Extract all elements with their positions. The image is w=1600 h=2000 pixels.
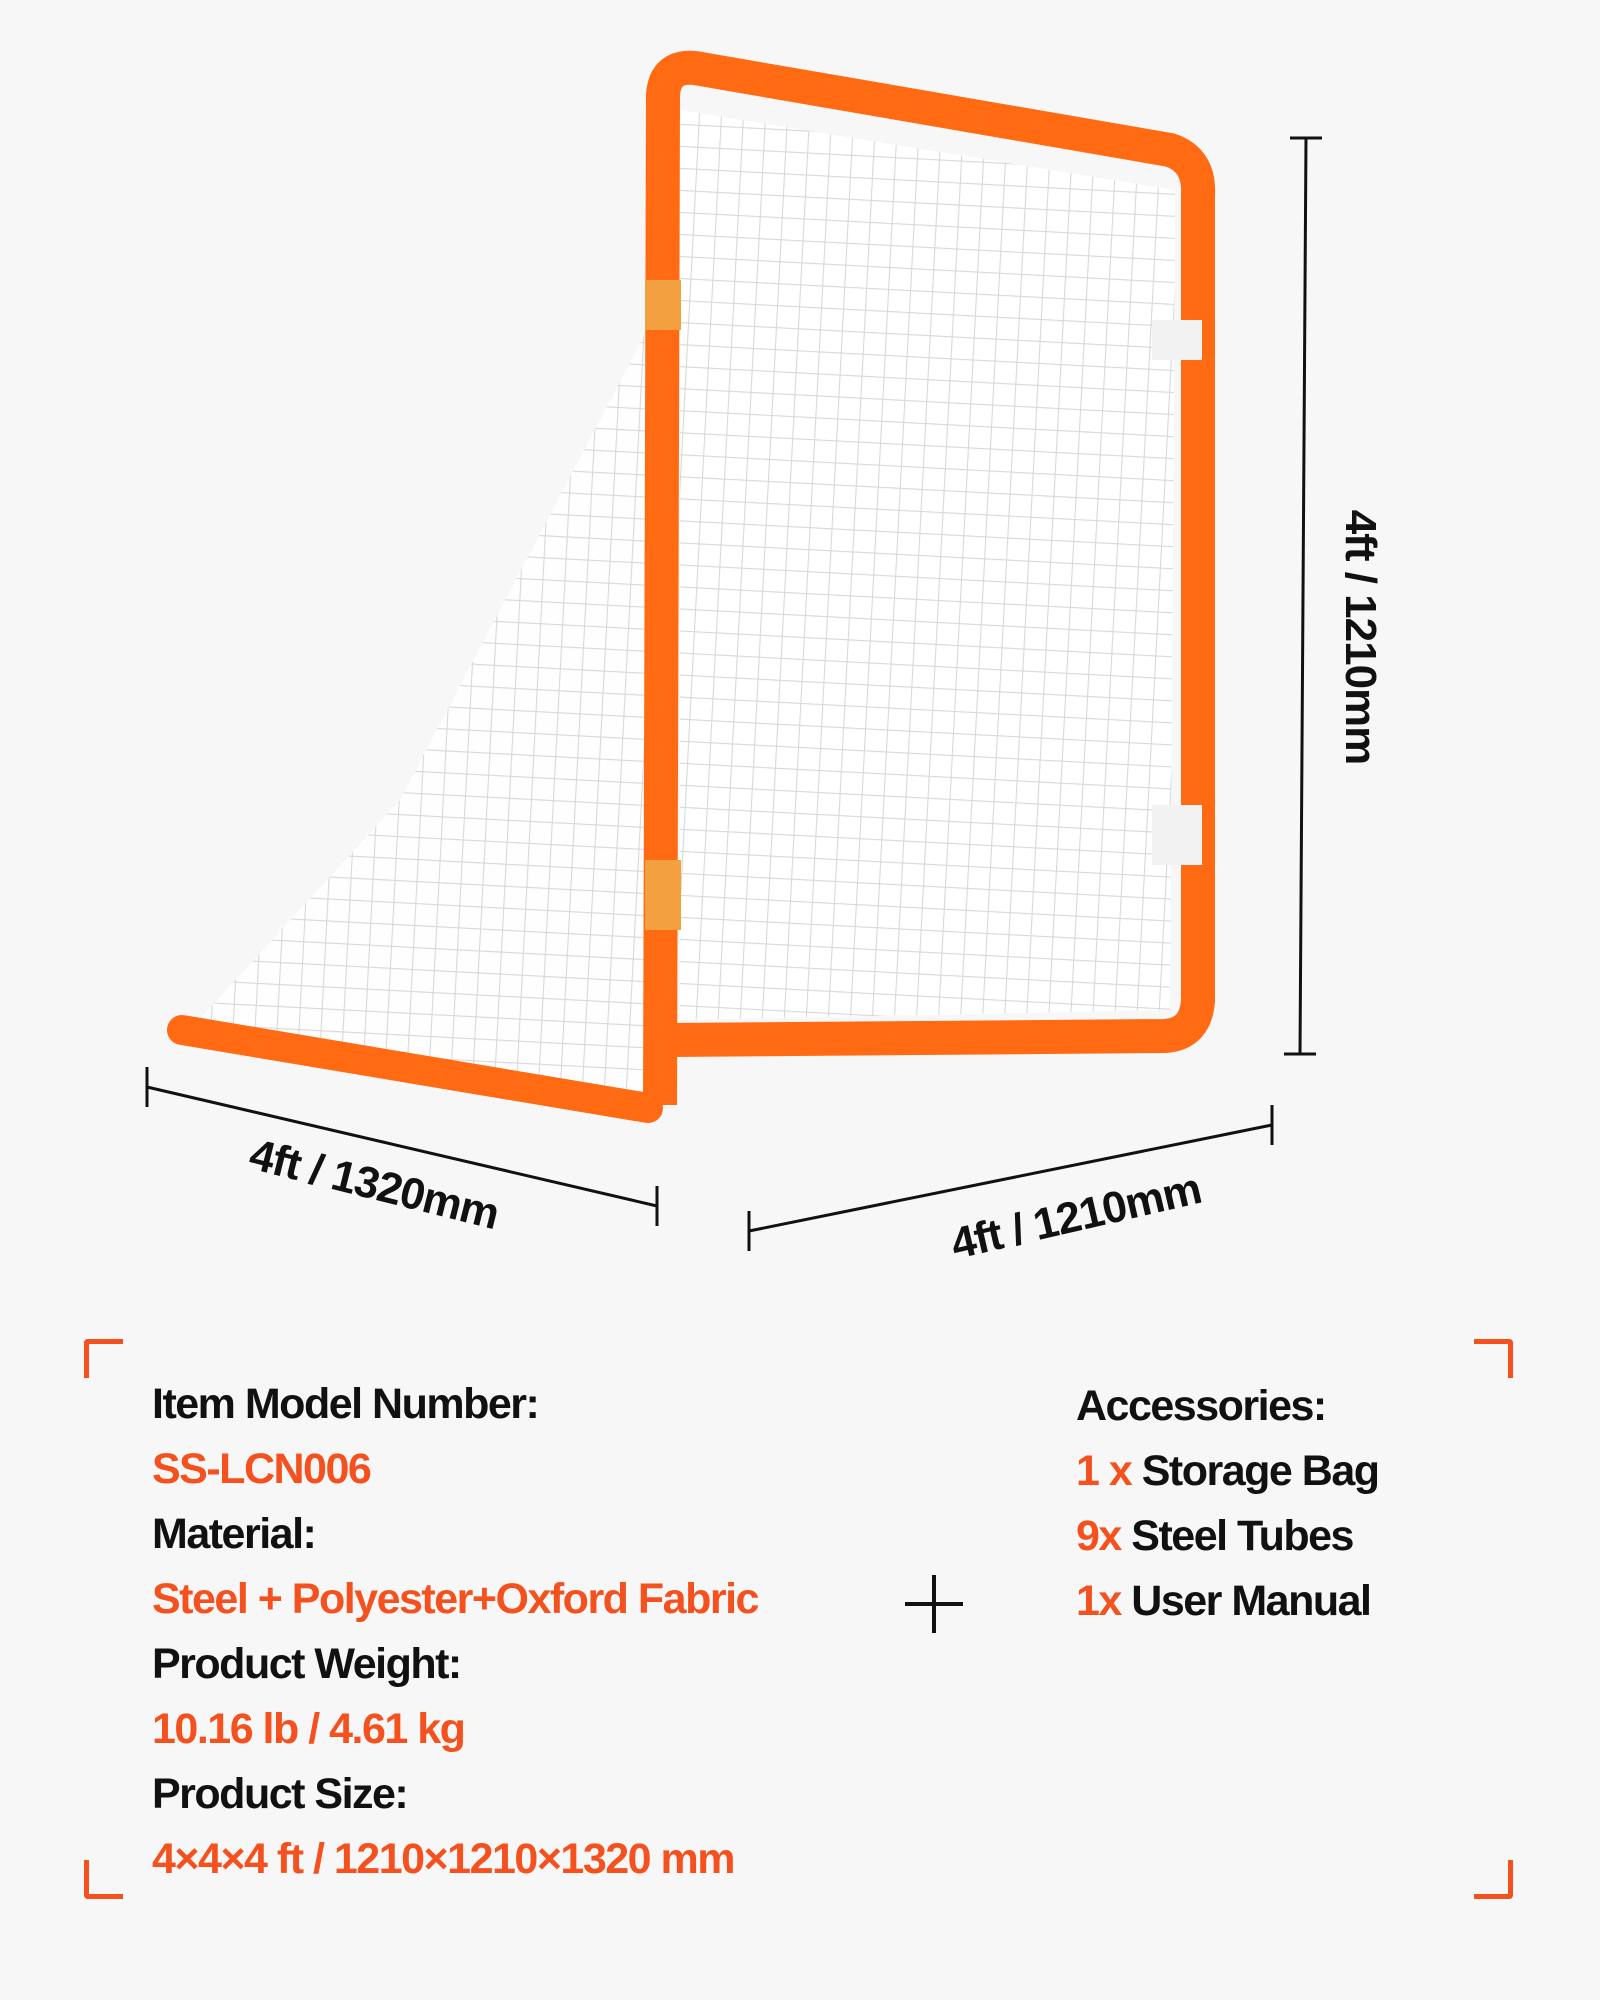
goal-frame <box>643 50 1216 1106</box>
corner-bracket-bottom-right <box>1474 1860 1513 1899</box>
size-label: Product Size: <box>152 1770 409 1818</box>
material-label: Material: <box>152 1510 317 1558</box>
goal-base-bar <box>167 1015 663 1123</box>
specs-list: Item Model Number: SS-LCN006 Material: S… <box>152 1372 759 1892</box>
corner-bracket-top-right <box>1474 1339 1513 1378</box>
accessory-qty: 9x <box>1076 1512 1122 1560</box>
accessory-name: Storage Bag <box>1141 1447 1380 1495</box>
accessory-qty: 1 x <box>1076 1447 1133 1495</box>
accessories-list: Accessories: 1 x Storage Bag 9x Steel Tu… <box>1076 1374 1380 1634</box>
accessory-item: 1 x Storage Bag <box>1076 1439 1380 1504</box>
corner-bracket-bottom-left <box>84 1860 123 1899</box>
accessory-item: 9x Steel Tubes <box>1076 1504 1379 1569</box>
dimension-lines <box>145 136 1322 1251</box>
accessory-item: 1x User Manual <box>1076 1569 1379 1634</box>
material-value: Steel + Polyester+Oxford Fabric <box>152 1575 759 1623</box>
corner-bracket-top-left <box>84 1339 123 1378</box>
height-dimension-label: 4ft / 1210mm <box>1336 509 1385 765</box>
weight-label: Product Weight: <box>152 1640 462 1688</box>
accessory-qty: 1x <box>1076 1577 1122 1625</box>
accessories-title: Accessories: <box>1076 1382 1327 1430</box>
plus-icon <box>905 1575 963 1633</box>
model-number-label: Item Model Number: <box>152 1380 540 1428</box>
model-number-value: SS-LCN006 <box>152 1445 372 1493</box>
accessory-name: Steel Tubes <box>1131 1512 1354 1560</box>
weight-value: 10.16 lb / 4.61 kg <box>152 1705 466 1753</box>
accessory-name: User Manual <box>1131 1577 1372 1625</box>
size-value: 4×4×4 ft / 1210×1210×1320 mm <box>152 1835 736 1883</box>
